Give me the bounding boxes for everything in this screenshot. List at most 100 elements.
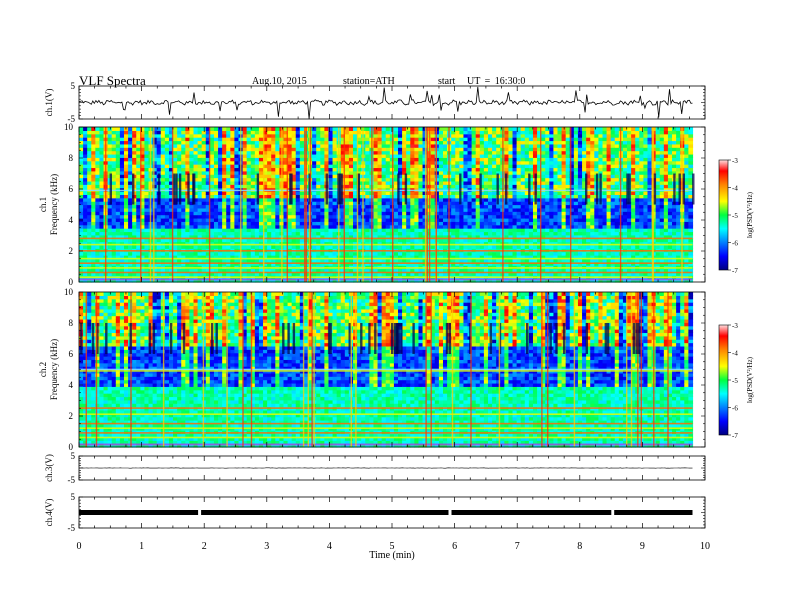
spectro-cell <box>189 221 195 226</box>
spectro-cell <box>189 238 195 243</box>
spectro-cell <box>160 180 166 185</box>
spectro-cell <box>144 130 150 135</box>
spectro-cell <box>177 153 182 158</box>
spectro-cell <box>79 271 84 276</box>
spectro-cell <box>209 251 215 256</box>
spectro-cell <box>115 140 121 145</box>
spectro-cell <box>91 255 96 260</box>
spectro-cell <box>140 241 146 246</box>
spectro-cell <box>111 214 117 219</box>
spectro-cell <box>87 271 92 276</box>
spectro-cell <box>173 228 178 233</box>
spectro-cell <box>283 231 289 236</box>
spectro-cell <box>267 143 272 148</box>
spectro-cell <box>287 244 293 249</box>
spectro-cell <box>213 133 219 138</box>
spectro-cell <box>140 164 146 169</box>
spectro-cell <box>283 153 289 158</box>
spectro-cell <box>91 258 96 263</box>
spectro-cell <box>156 268 162 273</box>
spectro-cell <box>299 150 305 155</box>
spectro-cell <box>218 221 223 226</box>
spectro-cell <box>164 197 170 202</box>
spectro-cell <box>291 184 297 189</box>
spectro-cell <box>226 140 231 145</box>
spectro-cell <box>263 251 268 256</box>
spectro-cell <box>271 137 276 142</box>
spectro-cell <box>242 238 248 243</box>
spectro-cell <box>316 174 321 179</box>
spectro-cell <box>177 164 182 169</box>
spectro-cell <box>258 207 264 212</box>
spectro-cell <box>164 184 170 189</box>
spectro-cell <box>218 140 223 145</box>
spectro-cell <box>193 147 199 152</box>
spectro-cell <box>328 187 334 192</box>
spectro-cell <box>177 224 182 229</box>
spectro-cell <box>226 255 231 260</box>
spectro-cell <box>83 268 88 273</box>
spectro-cell <box>168 197 174 202</box>
spectro-cell <box>160 228 166 233</box>
spectro-cell <box>79 241 84 246</box>
spectro-cell <box>283 228 289 233</box>
spectro-cell <box>91 143 96 148</box>
spectro-cell <box>168 201 174 206</box>
spectro-cell <box>267 167 272 172</box>
spectro-cell <box>275 160 280 165</box>
spectro-cell <box>213 143 219 148</box>
spectro-cell <box>299 177 305 182</box>
spectro-cell <box>222 197 227 202</box>
spectro-cell <box>205 251 211 256</box>
spectro-cell <box>107 244 113 249</box>
spectro-cell <box>136 170 141 175</box>
spectro-cell <box>83 184 88 189</box>
spectro-cell <box>299 204 305 209</box>
spectro-cell <box>115 278 121 283</box>
spectro-cell <box>189 133 195 138</box>
spectro-cell <box>181 180 186 185</box>
spectro-cell <box>242 170 248 175</box>
spectro-cell <box>160 130 166 135</box>
spectro-cell <box>83 127 88 131</box>
spectro-cell <box>328 204 334 209</box>
spectro-cell <box>234 130 240 135</box>
spectro-cell <box>213 207 219 212</box>
spectro-cell <box>275 187 280 192</box>
spectro-cell <box>222 164 227 169</box>
spectro-cell <box>205 258 211 263</box>
spectro-cell <box>99 238 105 243</box>
spectro-cell <box>123 153 129 158</box>
spectro-cell <box>197 231 203 236</box>
spectro-cell <box>234 258 240 263</box>
spectro-cell <box>213 164 219 169</box>
spectro-cell <box>152 207 158 212</box>
spectro-cell <box>263 204 268 209</box>
spectro-cell <box>242 180 248 185</box>
spectro-cell <box>205 147 211 152</box>
spectro-cell <box>283 191 289 195</box>
spectro-cell <box>132 251 137 256</box>
spectro-cell <box>287 241 293 246</box>
spectro-cell <box>287 268 293 273</box>
spectro-cell <box>201 204 207 209</box>
spectro-cell <box>181 244 186 249</box>
spectro-cell <box>128 271 133 276</box>
spectro-cell <box>185 133 191 138</box>
spectro-cell <box>246 194 252 199</box>
spectro-cell <box>107 241 113 246</box>
spectro-cell <box>91 271 96 276</box>
spectro-cell <box>123 140 129 145</box>
spectro-cell <box>263 268 268 273</box>
spectro-cell <box>254 278 260 283</box>
spectro-cell <box>193 191 199 195</box>
spectro-cell <box>316 187 321 192</box>
spectro-cell <box>177 217 182 222</box>
spectro-cell <box>222 258 227 263</box>
spectro-cell <box>140 221 146 226</box>
spectro-cell <box>197 133 203 138</box>
spectro-cell <box>226 201 231 206</box>
spectro-cell <box>119 194 125 199</box>
ylabel-ch1: ch.1(V) <box>44 89 54 117</box>
spectro-cell <box>144 150 150 155</box>
